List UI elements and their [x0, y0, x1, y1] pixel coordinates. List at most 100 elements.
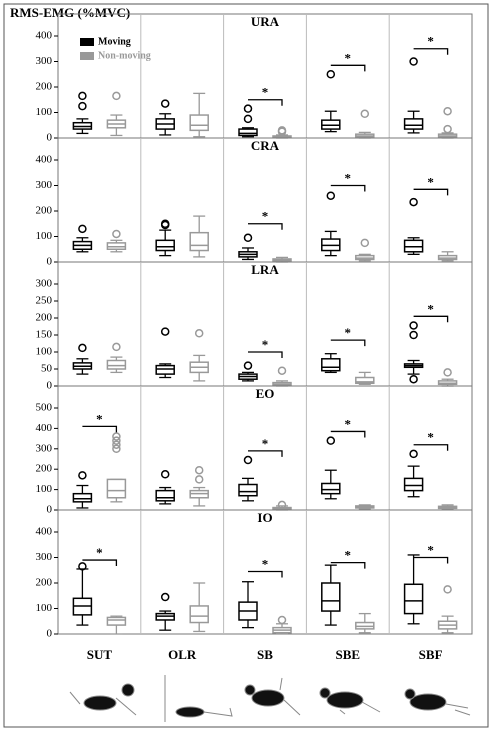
significance-bracket	[413, 556, 449, 564]
outlier	[160, 470, 170, 479]
y-tick-label: 0	[47, 132, 53, 144]
outlier	[277, 500, 287, 510]
category-label: SB	[257, 647, 273, 662]
outlier	[78, 91, 87, 101]
outlier	[443, 368, 452, 377]
outlier	[78, 562, 87, 571]
significance-bracket	[413, 444, 449, 451]
box	[189, 114, 209, 132]
significance-bracket	[330, 64, 366, 72]
y-tick-label: 200	[36, 577, 53, 589]
y-tick-label: 0	[47, 380, 53, 392]
y-tick-label: 200	[36, 463, 53, 475]
box	[238, 128, 258, 137]
box	[321, 482, 341, 495]
significance-label: *	[262, 85, 269, 100]
category-label: SBF	[419, 647, 443, 662]
box	[189, 231, 209, 252]
significance-bracket	[248, 570, 283, 578]
significance-label: *	[345, 50, 352, 65]
figure-border	[3, 3, 489, 728]
y-tick-label: 0	[47, 504, 53, 516]
outlier	[112, 444, 121, 454]
significance-label: *	[427, 174, 434, 189]
panel-title: LRA	[251, 262, 279, 277]
y-tick-label: 250	[36, 295, 53, 307]
outlier	[243, 361, 253, 370]
outlier	[326, 191, 336, 200]
y-tick-label: 200	[36, 312, 53, 324]
outlier	[443, 585, 452, 594]
significance-bracket	[248, 351, 283, 358]
y-tick-label: 0	[47, 256, 53, 268]
outlier	[112, 91, 121, 101]
y-tick-label: 0	[47, 628, 53, 640]
y-tick-label: 200	[36, 81, 53, 93]
outlier	[78, 471, 87, 480]
significance-label: *	[262, 209, 269, 224]
outlier	[243, 233, 253, 243]
significance-label: *	[345, 416, 352, 431]
y-tick-label: 300	[36, 179, 53, 191]
y-tick-label: 100	[36, 483, 53, 495]
significance-label: *	[345, 325, 352, 340]
outlier	[160, 219, 170, 228]
outlier	[277, 126, 287, 135]
legend-label: Non-moving	[98, 50, 151, 61]
y-tick-label: 200	[36, 205, 53, 217]
significance-label: *	[96, 545, 103, 560]
significance-label: *	[345, 170, 352, 185]
significance-label: *	[96, 411, 103, 426]
outlier	[409, 449, 418, 459]
outlier	[78, 343, 87, 353]
outlier	[243, 114, 253, 124]
outlier	[409, 57, 418, 66]
outlier	[443, 106, 452, 116]
significance-label: *	[345, 548, 352, 563]
significance-bracket	[330, 561, 366, 569]
category-label: OLR	[168, 647, 197, 662]
significance-label: *	[262, 436, 269, 451]
y-tick-label: 300	[36, 442, 53, 454]
outlier	[326, 436, 336, 445]
significance-bracket	[413, 188, 449, 196]
box	[189, 605, 209, 624]
y-tick-label: 300	[36, 55, 53, 67]
significance-bracket	[413, 48, 449, 55]
box	[72, 492, 93, 503]
y-axis-label: RMS-EMG (%MVC)	[10, 5, 130, 20]
panel-title: IO	[257, 510, 272, 525]
outlier	[194, 465, 204, 475]
outlier	[78, 101, 87, 111]
y-tick-label: 400	[36, 526, 53, 538]
box	[238, 483, 258, 497]
box	[155, 364, 175, 375]
box	[403, 583, 424, 615]
category-label: SUT	[87, 647, 113, 662]
significance-bracket	[330, 184, 366, 192]
outlier	[112, 432, 121, 441]
outlier	[160, 592, 170, 602]
y-tick-label: 50	[41, 363, 53, 375]
significance-bracket	[248, 223, 283, 230]
box	[106, 359, 127, 370]
panel-frame	[57, 509, 473, 635]
y-tick-label: 100	[36, 230, 53, 242]
outlier	[243, 104, 253, 113]
panel-title: URA	[251, 14, 280, 29]
significance-bracket	[413, 315, 449, 323]
outlier	[277, 366, 287, 375]
significance-label: *	[427, 542, 434, 557]
category-label: SBE	[336, 647, 361, 662]
box	[403, 477, 424, 492]
box	[403, 118, 424, 130]
outlier	[326, 70, 336, 79]
box	[106, 478, 127, 499]
y-tick-label: 150	[36, 329, 53, 341]
outlier	[112, 440, 121, 449]
significance-label: *	[262, 557, 269, 572]
outlier	[112, 229, 121, 239]
outlier	[409, 197, 418, 207]
outlier	[409, 321, 418, 330]
